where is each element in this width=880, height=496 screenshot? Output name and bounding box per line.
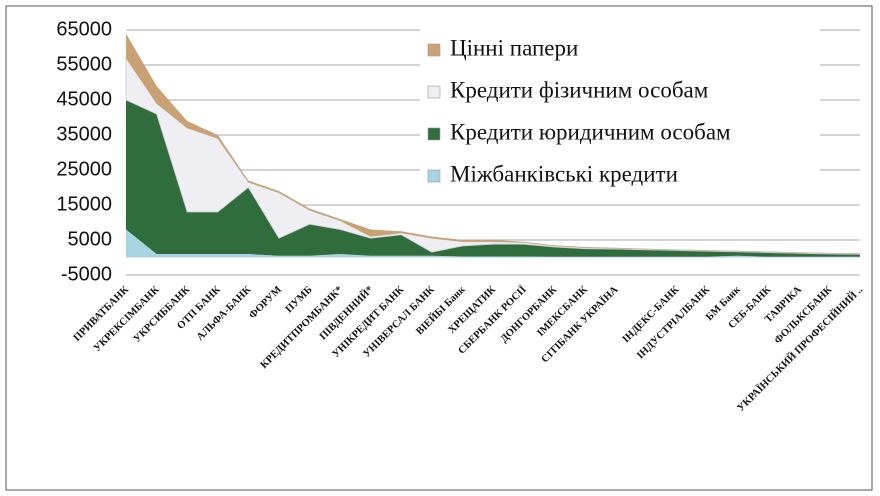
y-tick-label: 35000 [56,123,112,145]
legend-swatch [427,85,441,99]
y-tick-label: 65000 [56,18,112,40]
area [126,229,860,258]
area [125,56,861,255]
legend-swatch [427,127,441,141]
area [126,100,860,257]
y-tick-label: -5000 [61,263,112,285]
y-tick-label: 55000 [56,53,112,75]
y-tick-label: 45000 [56,88,112,110]
y-tick-label: 25000 [56,158,112,180]
legend-label: Міжбанківські кредити [450,161,678,186]
legend-label: Кредити фізичним особам [450,77,709,102]
y-tick-label: 15000 [56,193,112,215]
y-tick-label: 5000 [68,228,113,250]
legend-box [420,28,820,196]
legend-swatch [427,169,441,183]
legend-swatch [427,43,441,57]
legend-label: Цінні папери [450,35,578,60]
legend-label: Кредити юридичним особам [450,119,731,144]
